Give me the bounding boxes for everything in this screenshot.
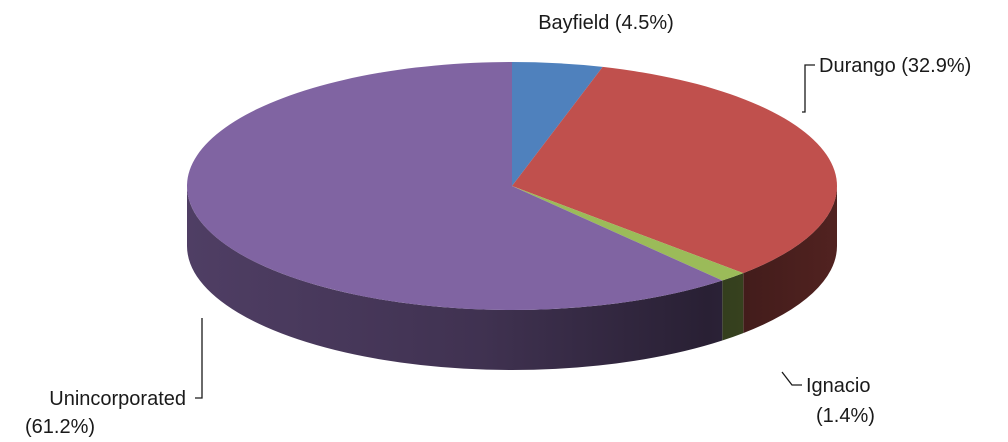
pie-slice-ignacio bbox=[512, 186, 744, 281]
pie-slice-bayfield bbox=[512, 62, 603, 186]
pie-sides bbox=[187, 186, 837, 370]
label-unincorporated-percent: (61.2%) bbox=[25, 416, 95, 438]
leader-lines bbox=[195, 64, 815, 399]
slice-labels: Bayfield (4.5%) Durango (32.9%) Ignacio … bbox=[25, 12, 971, 438]
label-durango: Durango (32.9%) bbox=[819, 55, 971, 77]
pie-slice-unincorporated bbox=[187, 62, 723, 310]
label-ignacio: Ignacio bbox=[806, 375, 871, 397]
leader-line-unincorporated bbox=[195, 318, 203, 399]
pie-side-unincorporated bbox=[187, 186, 723, 370]
pie-slice-durango bbox=[512, 66, 837, 274]
pie-side-durango bbox=[743, 186, 837, 334]
label-ignacio-percent: (1.4%) bbox=[816, 405, 875, 427]
label-bayfield: Bayfield (4.5%) bbox=[538, 12, 674, 34]
leader-line-ignacio bbox=[781, 371, 802, 386]
label-unincorporated: Unincorporated bbox=[49, 388, 186, 410]
pie-side-ignacio bbox=[722, 273, 744, 341]
leader-line-durango bbox=[802, 64, 815, 113]
pie-tops bbox=[187, 62, 837, 310]
